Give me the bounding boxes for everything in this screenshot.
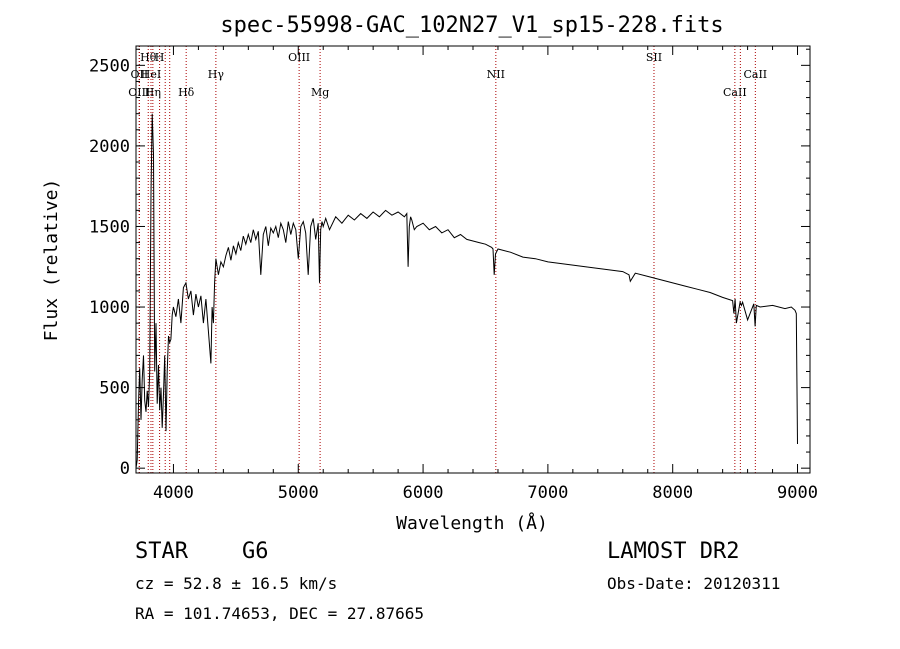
y-tick-label: 2000 — [89, 137, 130, 157]
chart-title: spec-55998-GAC_102N27_V1_sp15-228.fits — [220, 13, 723, 38]
y-tick-label: 0 — [120, 459, 130, 479]
spectrum-line — [135, 113, 798, 469]
line-label-13: CaII — [723, 86, 747, 99]
line-label-6: NII — [487, 68, 505, 81]
y-axis-ticks: 0 500 1000 1500 2000 2500 — [89, 48, 810, 479]
x-tick-label: 5000 — [278, 483, 319, 503]
x-tick-label: 7000 — [527, 483, 568, 503]
y-tick-label: 2500 — [89, 56, 130, 76]
x-tick-label: 6000 — [403, 483, 444, 503]
redshift-velocity: cz = 52.8 ± 16.5 km/s — [135, 574, 338, 593]
line-label-7: SII — [646, 51, 662, 64]
x-tick-label: 4000 — [153, 483, 194, 503]
line-label-11: Hδ — [178, 86, 195, 99]
line-label-12: Mg — [311, 86, 329, 99]
x-axis-ticks: 4000 5000 6000 7000 8000 9000 — [153, 46, 818, 503]
line-label-5: OIII — [288, 51, 310, 64]
object-subclass: G6 — [242, 539, 269, 564]
observation-date: Obs-Date: 20120311 — [607, 574, 781, 593]
line-label-10: Hη — [145, 86, 161, 99]
spectrum-chart: spec-55998-GAC_102N27_V1_sp15-228.fits H… — [41, 13, 818, 534]
x-tick-label: 9000 — [777, 483, 818, 503]
spectral-line-markers — [138, 46, 756, 473]
x-axis-label: Wavelength (Å) — [396, 512, 548, 534]
survey-name: LAMOST DR2 — [607, 539, 740, 564]
plot-frame — [135, 45, 811, 474]
y-axis-label: Flux (relative) — [41, 179, 62, 342]
line-label-9: OIII — [128, 86, 150, 99]
y-tick-label: 1000 — [89, 298, 130, 318]
y-tick-label: 500 — [99, 379, 130, 399]
object-class: STAR — [135, 539, 188, 564]
line-label-2: OII — [131, 68, 149, 81]
line-label-8: CaII — [743, 68, 767, 81]
line-label-1: H — [155, 51, 165, 64]
line-label-4: Hγ — [208, 68, 225, 81]
x-tick-label: 8000 — [652, 483, 693, 503]
ra-dec: RA = 101.74653, DEC = 27.87665 — [135, 604, 424, 623]
line-label-0: Hθ — [140, 51, 157, 64]
y-tick-label: 1500 — [89, 217, 130, 237]
line-label-3: HeI — [141, 68, 161, 81]
